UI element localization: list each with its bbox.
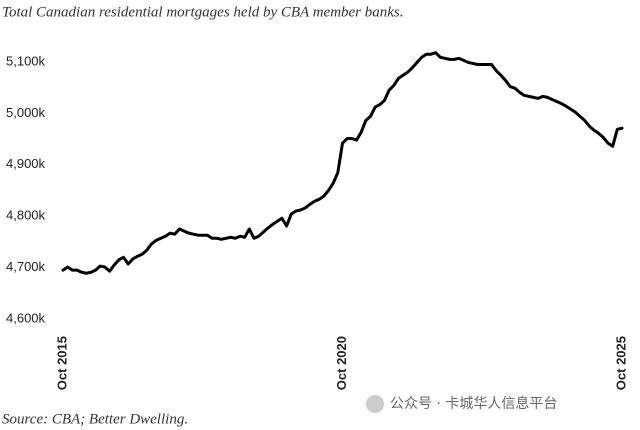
y-tick-label: 4,600k [6,310,46,325]
y-tick-label: 4,900k [6,156,46,171]
x-tick-label: Oct 2020 [334,336,349,390]
watermark: 公众号 · 卡城华人信息平台 [390,395,557,412]
chart-title: Total Canadian residential mortgages hel… [2,4,404,20]
data-line [61,51,624,275]
y-tick-label: 5,100k [6,53,46,68]
y-tick-label: 4,700k [6,259,46,274]
x-tick-label: Oct 2025 [613,336,628,390]
y-tick-label: 4,800k [6,208,46,223]
watermark-icon [366,395,384,413]
source: Source: CBA; Better Dwelling. [2,411,188,427]
x-tick-label: Oct 2015 [54,336,69,390]
y-tick-label: 5,000k [6,105,46,120]
